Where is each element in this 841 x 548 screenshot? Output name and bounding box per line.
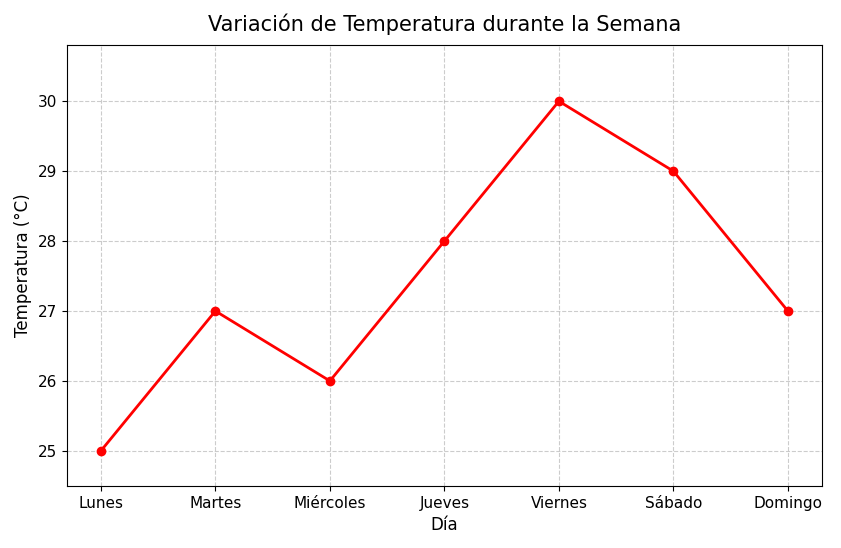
Title: Variación de Temperatura durante la Semana: Variación de Temperatura durante la Sema… [208, 14, 681, 36]
Y-axis label: Temperatura (°C): Temperatura (°C) [14, 194, 32, 338]
X-axis label: Día: Día [431, 516, 458, 534]
